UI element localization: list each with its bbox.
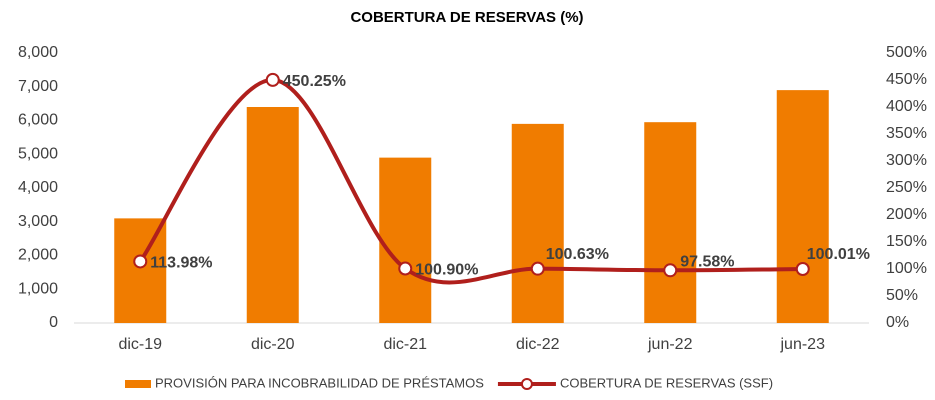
x-tick-label: dic-19 bbox=[118, 336, 162, 353]
y2-tick-label: 300% bbox=[886, 152, 927, 169]
y-tick-label: 2,000 bbox=[18, 247, 58, 264]
y2-tick-label: 450% bbox=[886, 71, 927, 88]
line-marker bbox=[398, 261, 413, 276]
bar bbox=[246, 107, 299, 323]
y-tick-label: 5,000 bbox=[18, 145, 58, 162]
line-marker bbox=[265, 72, 280, 87]
y2-tick-label: 400% bbox=[886, 98, 927, 115]
legend-label: COBERTURA DE RESERVAS (SSF) bbox=[560, 375, 773, 390]
y-tick-label: 8,000 bbox=[18, 44, 58, 61]
line bbox=[138, 77, 803, 285]
line-marker bbox=[663, 263, 678, 278]
y2-tick-label: 500% bbox=[886, 44, 927, 61]
data-label: 450.25% bbox=[283, 73, 346, 90]
y2-tick-label: 150% bbox=[886, 233, 927, 250]
x-tick-label: jun-23 bbox=[780, 336, 826, 353]
y2-tick-label: 50% bbox=[886, 287, 918, 304]
y2-tick-label: 350% bbox=[886, 125, 927, 142]
line-marker bbox=[530, 261, 545, 276]
y-tick-label: 0 bbox=[49, 314, 58, 331]
y2-tick-label: 0% bbox=[886, 314, 909, 331]
y-tick-label: 7,000 bbox=[18, 78, 58, 95]
y-tick-label: 4,000 bbox=[18, 179, 58, 196]
line-marker bbox=[133, 254, 148, 269]
data-label: 100.90% bbox=[415, 262, 478, 279]
bar bbox=[379, 157, 432, 323]
legend-label: PROVISIÓN PARA INCOBRABILIDAD DE PRÉSTAM… bbox=[155, 375, 484, 390]
chart-title: COBERTURA DE RESERVAS (%) bbox=[350, 9, 583, 26]
legend-swatch bbox=[125, 380, 151, 388]
x-tick-label: jun-22 bbox=[647, 336, 693, 353]
line-marker bbox=[795, 261, 810, 276]
bar bbox=[776, 90, 829, 323]
y-tick-label: 6,000 bbox=[18, 112, 58, 129]
bar bbox=[644, 122, 697, 323]
y2-tick-label: 200% bbox=[886, 206, 927, 223]
x-tick-label: dic-21 bbox=[383, 336, 427, 353]
y-tick-label: 1,000 bbox=[18, 280, 58, 297]
x-tick-label: dic-20 bbox=[251, 336, 295, 353]
data-label: 100.01% bbox=[807, 246, 870, 263]
y2-tick-label: 100% bbox=[886, 260, 927, 277]
x-tick-label: dic-22 bbox=[516, 336, 560, 353]
bar bbox=[511, 123, 564, 323]
data-label: 100.63% bbox=[546, 246, 609, 263]
data-label: 97.58% bbox=[680, 254, 734, 271]
y-tick-label: 3,000 bbox=[18, 213, 58, 230]
y2-tick-label: 250% bbox=[886, 179, 927, 196]
data-label: 113.98% bbox=[150, 255, 212, 272]
legend-marker bbox=[520, 378, 533, 390]
